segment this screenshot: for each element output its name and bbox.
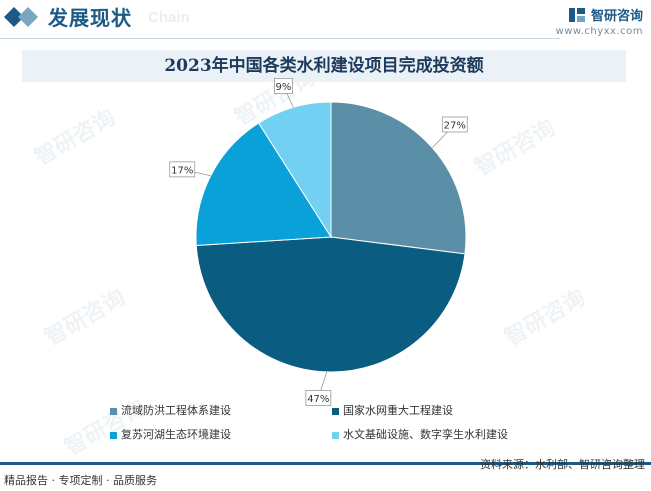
footer: 精品报告 · 专项定制 · 品质服务 资料来源：水利部、智研咨询整理 [0, 458, 651, 491]
legend-swatch [110, 431, 117, 439]
data-label: 9% [275, 82, 291, 93]
pie-slice [330, 101, 467, 255]
section-title: 发展现状 [48, 6, 132, 30]
brand-name: 智研咨询 [590, 9, 643, 24]
legend-label: 水文基础设施、数字孪生水利建设 [343, 428, 508, 441]
pie-slice [195, 122, 332, 247]
data-label: 27% [444, 120, 466, 131]
data-label-box [274, 78, 293, 94]
brand: 智研咨询 www.chyxx.com [556, 4, 643, 37]
footer-divider [0, 462, 651, 465]
pie-slice [195, 236, 466, 373]
legend-swatch [332, 431, 339, 439]
legend-item: 水文基础设施、数字孪生水利建设 [332, 426, 508, 442]
brand-url: www.chyxx.com [555, 26, 643, 37]
header-divider [0, 38, 560, 39]
section-header: 发展现状 Chain 智研咨询 www.chyxx.com [0, 0, 651, 39]
data-label: 17% [171, 165, 193, 176]
legend-label: 流域防洪工程体系建设 [121, 404, 231, 417]
section-subtitle: Chain [148, 9, 190, 26]
chart-title: 2023年中国各类水利建设项目完成投资额 [22, 50, 626, 82]
source-note: 资料来源：水利部、智研咨询整理 [480, 458, 645, 471]
diamond-icon [4, 7, 38, 27]
legend-swatch [332, 407, 339, 415]
legend-item: 国家水网重大工程建设 [332, 402, 453, 418]
data-label-box [441, 116, 468, 133]
data-label: 47% [307, 394, 329, 405]
legend-label: 复苏河湖生态环境建设 [121, 428, 231, 441]
legend-label: 国家水网重大工程建设 [343, 404, 453, 417]
data-label-box [169, 161, 196, 178]
brand-logo-icon [568, 7, 585, 22]
footer-tagline: 精品报告 · 专项定制 · 品质服务 [4, 474, 157, 487]
data-label-box [305, 390, 332, 406]
legend-item: 复苏河湖生态环境建设 [110, 426, 231, 442]
legend-swatch [110, 407, 117, 415]
legend-item: 流域防洪工程体系建设 [110, 402, 231, 418]
